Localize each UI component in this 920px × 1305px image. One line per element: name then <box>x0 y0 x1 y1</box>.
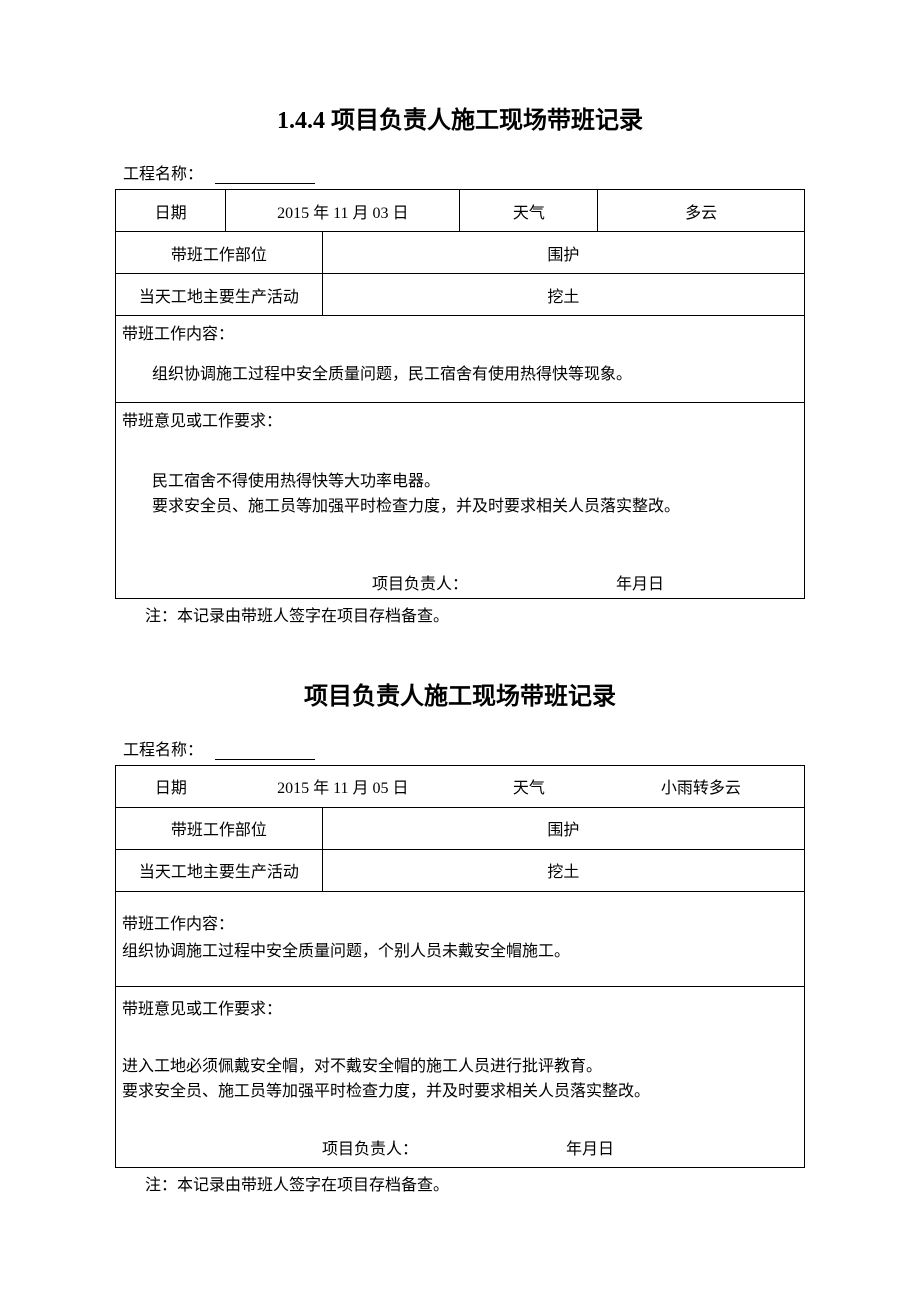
record1-activity-label: 当天工地主要生产活动 <box>116 274 323 316</box>
record1-opinion-line2: 要求安全员、施工员等加强平时检查力度，并及时要求相关人员落实整改。 <box>152 494 798 520</box>
record2-work-position-value: 围护 <box>322 807 804 849</box>
record2-title: 项目负责人施工现场带班记录 <box>115 676 805 711</box>
record1-project-underline <box>215 172 315 184</box>
record1-work-position-value: 围护 <box>322 232 804 274</box>
record1-weather-value: 多云 <box>598 190 805 232</box>
record2-work-content-label: 带班工作内容： <box>122 910 798 934</box>
record1-opinion-line1: 民工宿舍不得使用热得快等大功率电器。 <box>152 469 798 495</box>
record2-signature-label: 项目负责人： <box>322 1141 418 1158</box>
record-1: 1.4.4 项目负责人施工现场带班记录 工程名称： 日期 2015 年 11 月… <box>115 100 805 626</box>
record1-opinion-body: 民工宿舍不得使用热得快等大功率电器。 要求安全员、施工员等加强平时检查力度，并及… <box>122 469 798 520</box>
record1-work-content-body: 组织协调施工过程中安全质量问题，民工宿舍有使用热得快等现象。 <box>122 362 798 388</box>
record2-opinion-body: 进入工地必须佩戴安全帽，对不戴安全帽的施工人员进行批评教育。 要求安全员、施工员… <box>122 1054 798 1105</box>
record2-activity-label: 当天工地主要生产活动 <box>116 849 323 891</box>
record1-work-position-label: 带班工作部位 <box>116 232 323 274</box>
record1-activity-value: 挖土 <box>322 274 804 316</box>
record2-weather-label: 天气 <box>460 765 598 807</box>
record1-date-value: 2015 年 11 月 03 日 <box>226 190 460 232</box>
record2-project-label: 工程名称： <box>123 742 203 759</box>
record1-work-content-cell: 带班工作内容： 组织协调施工过程中安全质量问题，民工宿舍有使用热得快等现象。 <box>116 316 805 403</box>
record1-weather-label: 天气 <box>460 190 598 232</box>
record1-date-label: 日期 <box>116 190 226 232</box>
record1-opinion-label: 带班意见或工作要求： <box>122 407 798 431</box>
record2-signature-line: 项目负责人： 年月日 <box>122 1135 798 1159</box>
record2-table: 日期 2015 年 11 月 05 日 天气 小雨转多云 带班工作部位 围护 当… <box>115 765 805 1168</box>
record2-note: 注：本记录由带班人签字在项目存档备查。 <box>115 1171 805 1195</box>
record2-work-position-label: 带班工作部位 <box>116 807 323 849</box>
record1-note: 注：本记录由带班人签字在项目存档备查。 <box>115 602 805 626</box>
record2-work-content-body: 组织协调施工过程中安全质量问题，个别人员未戴安全帽施工。 <box>122 939 798 965</box>
record2-date-label: 日期 <box>116 765 226 807</box>
record1-work-content-label: 带班工作内容： <box>122 320 798 344</box>
record1-table: 日期 2015 年 11 月 03 日 天气 多云 带班工作部位 围护 当天工地… <box>115 189 805 599</box>
record2-work-content-cell: 带班工作内容： 组织协调施工过程中安全质量问题，个别人员未戴安全帽施工。 <box>116 891 805 986</box>
record2-signature-date: 年月日 <box>566 1141 614 1158</box>
record2-opinion-line2: 要求安全员、施工员等加强平时检查力度，并及时要求相关人员落实整改。 <box>122 1079 798 1105</box>
record1-signature-date: 年月日 <box>616 576 664 593</box>
record2-opinion-label: 带班意见或工作要求： <box>122 995 798 1019</box>
record1-signature-line: 项目负责人： 年月日 <box>122 570 798 594</box>
record1-project-name-row: 工程名称： <box>115 160 805 184</box>
record2-date-value: 2015 年 11 月 05 日 <box>226 765 460 807</box>
record1-opinion-cell: 带班意见或工作要求： 民工宿舍不得使用热得快等大功率电器。 要求安全员、施工员等… <box>116 402 805 598</box>
record2-project-underline <box>215 748 315 760</box>
record1-signature-label: 项目负责人： <box>372 576 468 593</box>
record2-opinion-line1: 进入工地必须佩戴安全帽，对不戴安全帽的施工人员进行批评教育。 <box>122 1054 798 1080</box>
record1-project-label: 工程名称： <box>123 166 203 183</box>
record2-opinion-cell: 带班意见或工作要求： 进入工地必须佩戴安全帽，对不戴安全帽的施工人员进行批评教育… <box>116 986 805 1167</box>
record2-activity-value: 挖土 <box>322 849 804 891</box>
record-2: 项目负责人施工现场带班记录 工程名称： 日期 2015 年 11 月 05 日 … <box>115 676 805 1195</box>
record1-title: 1.4.4 项目负责人施工现场带班记录 <box>115 100 805 135</box>
record2-project-name-row: 工程名称： <box>115 736 805 760</box>
record2-weather-value: 小雨转多云 <box>598 765 805 807</box>
